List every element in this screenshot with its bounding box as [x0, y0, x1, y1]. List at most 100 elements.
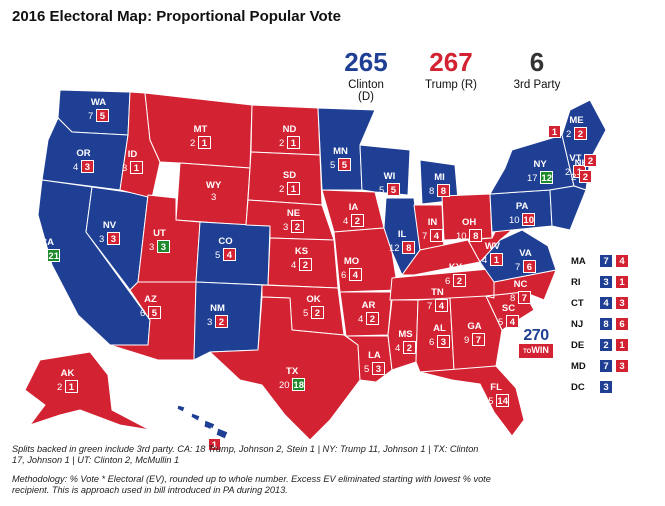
ev-trump-box: 4	[222, 248, 236, 261]
state-label-ak: AK 2 1	[57, 368, 78, 394]
ev-split: 4 2	[291, 258, 312, 272]
ev-split: 7 5	[88, 109, 109, 123]
map-title: 2016 Electoral Map: Proportional Popular…	[12, 8, 341, 25]
ev-clinton: 4	[395, 343, 403, 354]
ev-split: 4 2	[358, 312, 379, 326]
state-label-va: VA 7 6	[515, 248, 536, 274]
ev-trump-box: 4	[348, 268, 362, 281]
ev-split: 3 1	[122, 161, 143, 175]
ev-trump-box: 2	[452, 274, 466, 287]
state-abbr: WV	[484, 241, 501, 252]
ev-split: 8 8	[429, 184, 450, 198]
trump-label: Trump (R)	[425, 79, 477, 91]
state-label-ms: MS 4 2	[395, 329, 416, 355]
state-abbr: NM	[210, 303, 225, 314]
state-abbr: CA	[40, 237, 54, 248]
ev-clinton-box: 8	[599, 317, 613, 331]
state-label-il: IL 12 8	[389, 229, 416, 255]
ev-clinton: 3	[283, 222, 291, 233]
state-abbr: NV	[102, 220, 117, 231]
state-abbr: CO	[218, 236, 233, 247]
ev-clinton: 2	[279, 138, 287, 149]
ev-clinton: 8	[510, 293, 518, 304]
small-state-nj: NJ 8 6	[571, 317, 629, 331]
state-label-nc: NC 8 7	[510, 279, 531, 305]
third-party-ev-total: 6	[529, 47, 545, 77]
tally-trump: 267 Trump (R)	[421, 48, 481, 91]
state-abbr: LA	[368, 350, 381, 361]
ev-split: 4 2	[395, 341, 416, 355]
ev-split: 5 3	[364, 362, 385, 376]
ev-clinton-box: 2	[599, 338, 613, 352]
state-ak	[24, 351, 151, 431]
ev-clinton: 8	[429, 186, 437, 197]
ev-clinton: 9	[464, 335, 472, 346]
small-state-ct: CT 4 3	[571, 296, 629, 310]
ev-clinton-box: 4	[599, 296, 613, 310]
ev-clinton: 4	[482, 255, 490, 266]
ev-split: 4 1	[482, 253, 503, 267]
ev-split: 4 2	[343, 214, 364, 228]
state-abbr: UT	[153, 228, 166, 239]
state-abbr: WI	[383, 171, 396, 182]
ev-trump-box: 2	[350, 214, 364, 227]
ev-trump-box: 2	[214, 315, 228, 328]
ev-clinton: 5	[303, 308, 311, 319]
ev-split: 2 2	[566, 127, 587, 141]
misc-box-1: 1	[548, 125, 561, 139]
state-abbr: OK	[306, 294, 321, 305]
state-label-ny: NY 17 12	[527, 159, 554, 185]
270towin-logo: 270 TOWIN	[519, 327, 553, 361]
state-label-mo: MO 6 4	[341, 256, 362, 282]
state-label-la: LA 5 3	[364, 350, 385, 376]
ev-trump-box: 1	[286, 182, 300, 195]
state-label-wv: WV 4 1	[482, 241, 503, 267]
state-label-al: AL 6 3	[429, 323, 450, 349]
state-label-wi: WI 5 5	[379, 171, 400, 197]
state-tx	[209, 296, 361, 441]
third-party-label: 3rd Party	[513, 79, 561, 91]
ev-trump-box: 10	[522, 213, 536, 226]
ev-trump-box: 1	[615, 338, 629, 352]
ev-clinton: 2	[190, 138, 198, 149]
ev-trump-box: 7	[517, 291, 531, 304]
ev-split: 6 3	[429, 335, 450, 349]
ev-clinton: 3	[200, 440, 208, 451]
state-label-id: ID 3 1	[122, 149, 143, 175]
state-abbr: NH	[574, 158, 589, 169]
state-label-pa: PA 10 10	[509, 201, 536, 227]
state-abbr: NC	[513, 279, 528, 290]
ev-trump-box: 2	[290, 220, 304, 233]
ev-trump-box: 3	[371, 362, 385, 375]
small-state-ma: MA 7 4	[571, 254, 629, 268]
splits-note: Splits backed in green include 3rd party…	[12, 444, 479, 465]
state-label-co: CO 5 4	[215, 236, 236, 262]
state-label-me: ME 2 2	[566, 115, 587, 141]
state-abbr: SC	[501, 303, 516, 314]
ev-split: 3	[206, 192, 221, 204]
ev-trump-box: 2	[298, 258, 312, 271]
ev-split: 7 4	[427, 299, 448, 313]
ev-trump-box: 1	[129, 161, 143, 174]
state-label-ar: AR 4 2	[358, 300, 379, 326]
ev-trump-box: 2	[365, 312, 379, 325]
methodology-note: Methodology: % Vote * Electoral (EV), ro…	[12, 474, 491, 495]
state-abbr: OH	[461, 217, 477, 228]
tally-clinton: 265 Clinton (D)	[340, 48, 392, 103]
ev-clinton: 17	[527, 173, 541, 184]
ev-clinton: 5	[215, 250, 223, 261]
ev-clinton: 34	[34, 251, 48, 262]
ev-clinton: 15	[483, 396, 497, 407]
state-abbr: NE	[286, 208, 301, 219]
state-label-ok: OK 5 2	[303, 294, 324, 320]
state-abbr: NY	[533, 159, 547, 170]
state-abbr: VT	[569, 153, 582, 164]
ev-trump-box: 2	[310, 306, 324, 319]
ev-clinton: 3	[207, 317, 215, 328]
state-abbr: MS	[398, 329, 413, 340]
state-abbr: AZ	[144, 294, 157, 305]
ev-trump-box: 5	[337, 158, 351, 171]
ev-split: 3 3	[99, 232, 120, 246]
ev-trump-box: 1	[286, 136, 300, 149]
state-abbr: ND	[282, 124, 297, 135]
